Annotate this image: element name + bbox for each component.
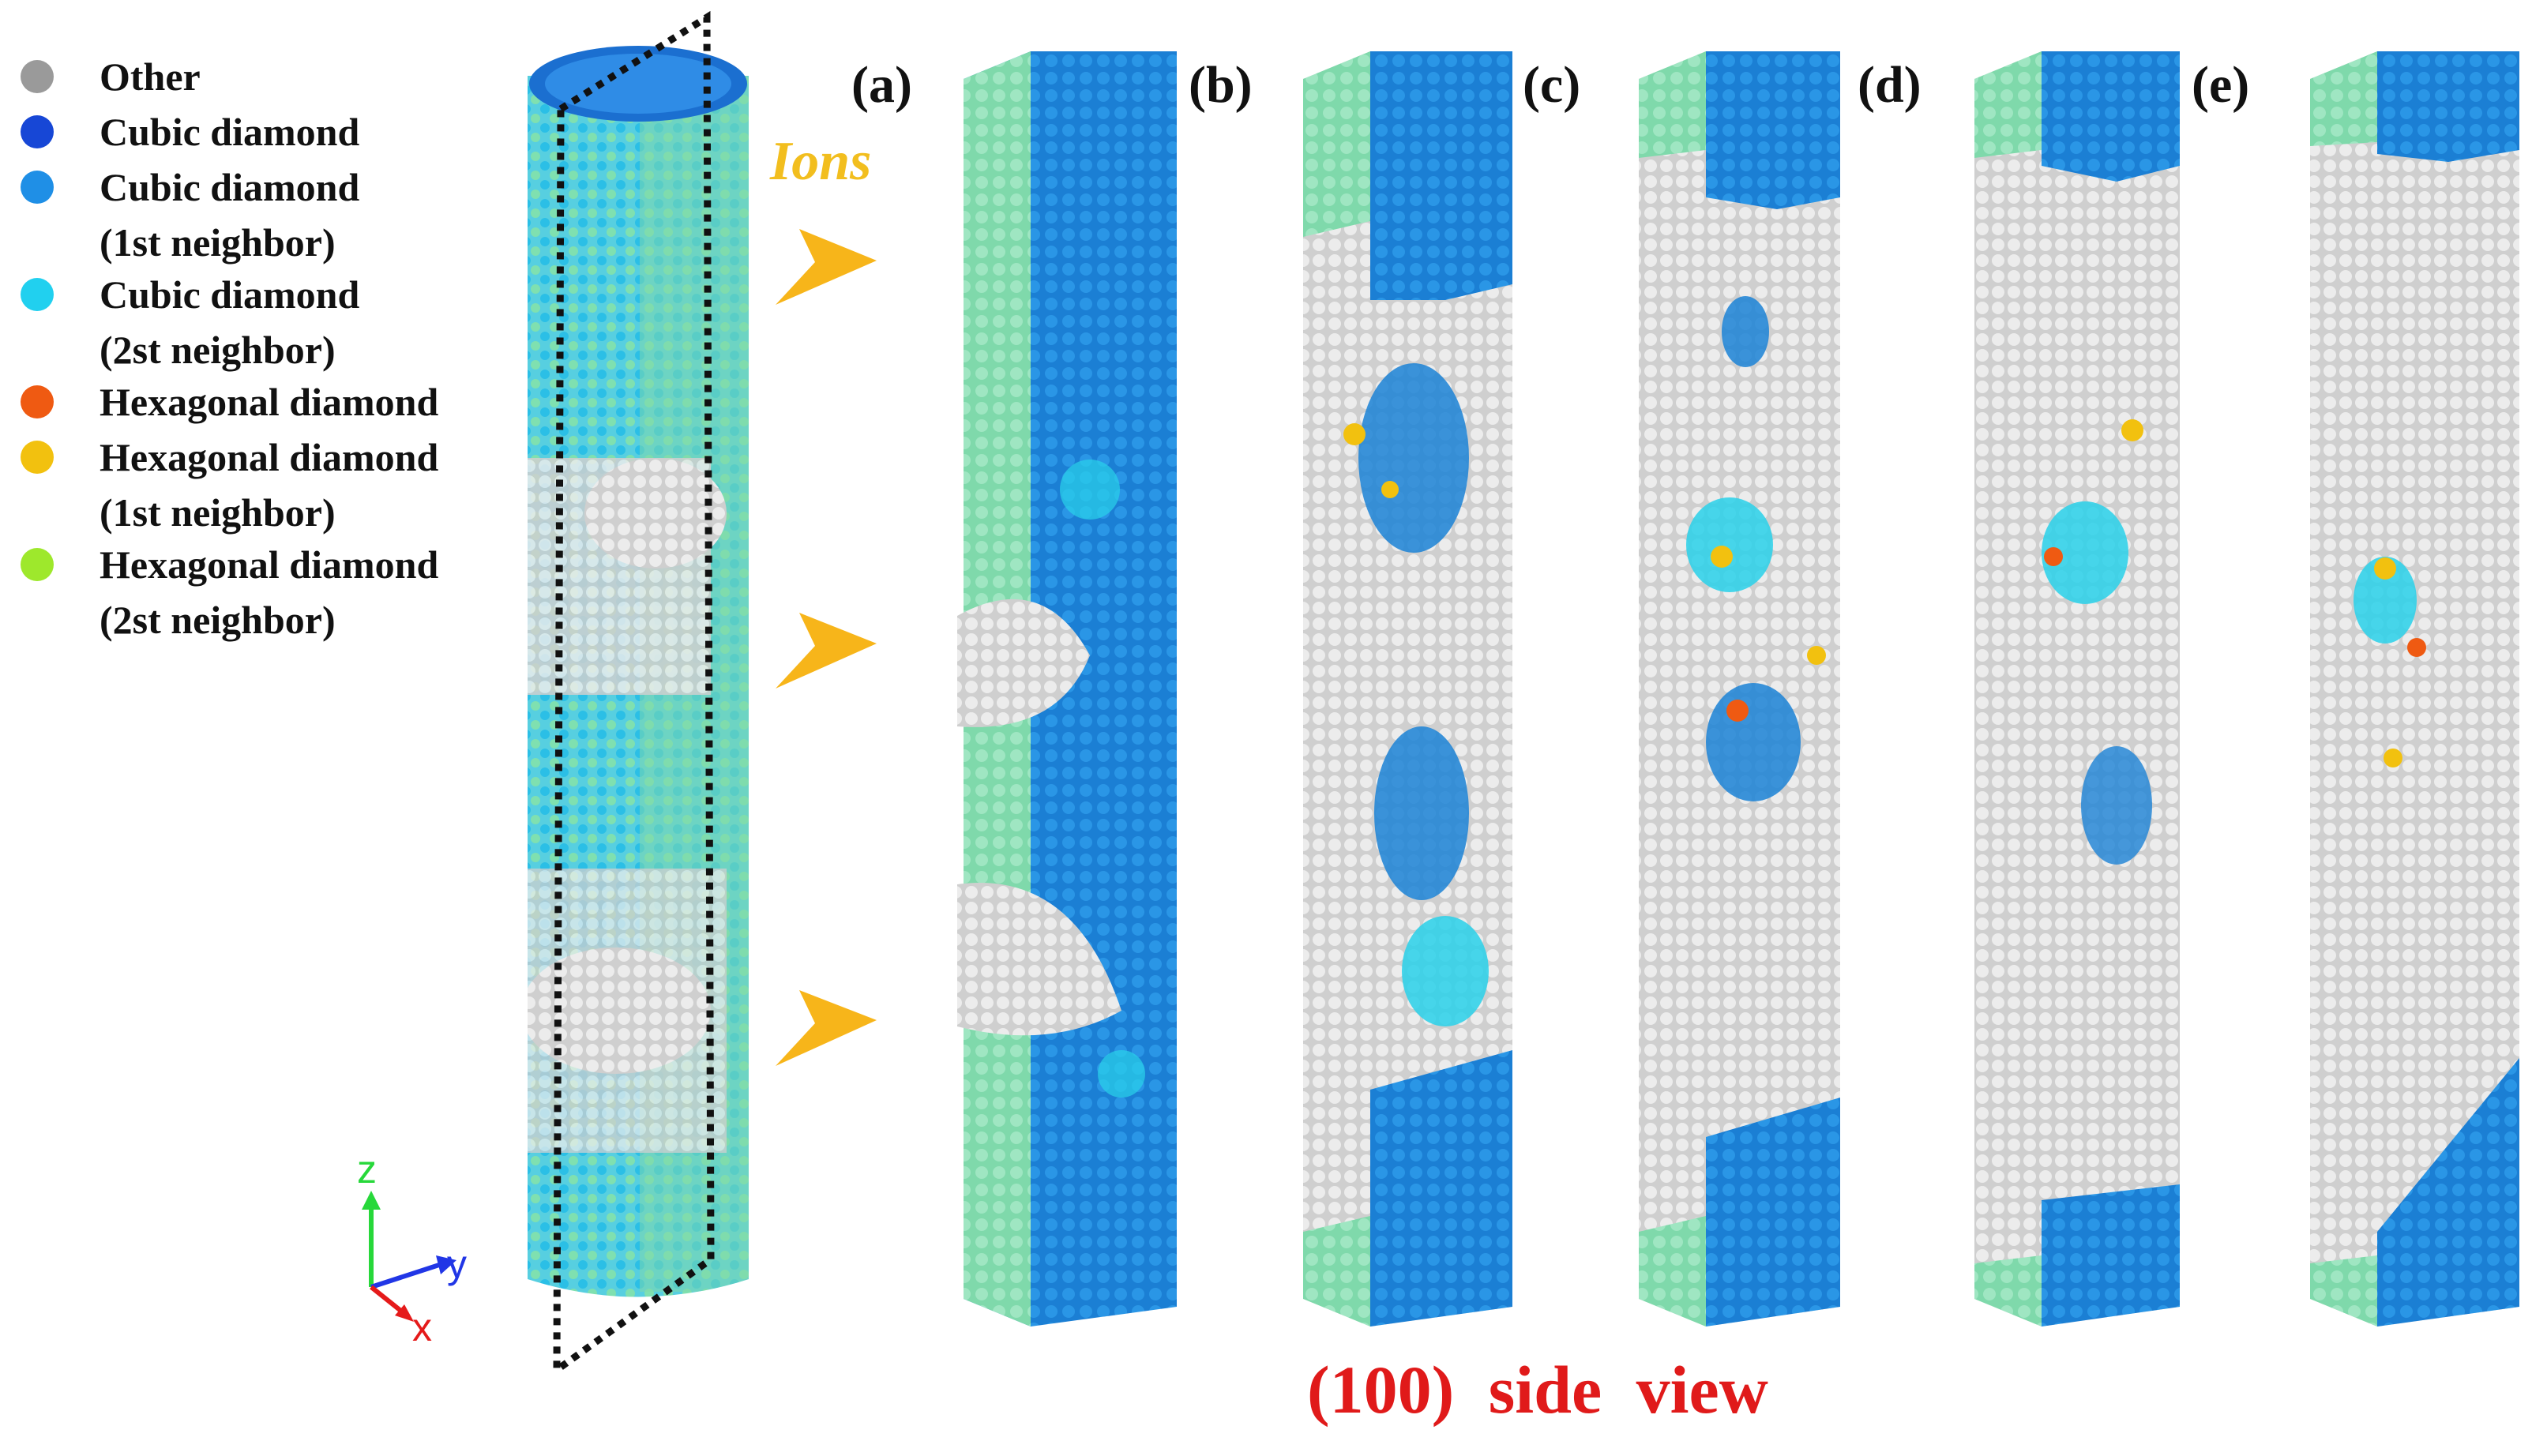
legend-sublabel: (1st neighbor) xyxy=(100,490,336,535)
legend-sublabel: (2st neighbor) xyxy=(100,598,336,642)
ion-arrow-icon xyxy=(776,613,877,689)
ions-label: Ions xyxy=(770,131,872,192)
panel-label-c: (c) xyxy=(1523,56,1581,114)
legend-swatch-hexagonal-diamond-2st xyxy=(21,548,54,581)
ion-arrow-icon xyxy=(776,229,877,305)
axis-label-x: x xyxy=(412,1305,432,1349)
legend-label: Cubic diamond xyxy=(100,110,360,154)
legend-label: Hexagonal diamond xyxy=(100,542,439,587)
ion-arrows xyxy=(776,229,877,1066)
legend-swatch-cubic-diamond-2st xyxy=(21,278,54,311)
slab-c-d xyxy=(1639,51,1840,1327)
ion-arrow-icon xyxy=(776,990,877,1066)
slab-e xyxy=(2310,51,2519,1327)
slab-a-b xyxy=(957,51,1177,1327)
slab-d-e xyxy=(1974,51,2180,1327)
panel-label-a: (a) xyxy=(851,56,912,114)
legend-swatch-hexagonal-diamond-1st xyxy=(21,441,54,474)
legend-swatch-other xyxy=(21,60,54,93)
legend-label: Other xyxy=(100,54,201,99)
cutting-plane xyxy=(553,10,715,1377)
legend-swatch-cubic-diamond-1st xyxy=(21,171,54,204)
legend-swatch-hexagonal-diamond xyxy=(21,385,54,418)
panel-label-b: (b) xyxy=(1189,56,1253,114)
legend-label: Hexagonal diamond xyxy=(100,380,439,424)
panel-label-d: (d) xyxy=(1858,56,1922,114)
slab-b-c xyxy=(1303,51,1512,1327)
legend-swatch-cubic-diamond xyxy=(21,115,54,148)
legend-sublabel: (2st neighbor) xyxy=(100,328,336,372)
caption: (100) side view xyxy=(1307,1352,1768,1428)
nanowire-cylinder xyxy=(528,46,749,1297)
axis-label-y: y xyxy=(447,1242,467,1286)
panel-label-e: (e) xyxy=(2192,56,2250,114)
legend-label: Hexagonal diamond xyxy=(100,435,439,479)
legend-sublabel: (1st neighbor) xyxy=(100,220,336,265)
legend-label: Cubic diamond xyxy=(100,272,360,317)
axis-label-z: z xyxy=(357,1147,377,1191)
legend-label: Cubic diamond xyxy=(100,165,360,209)
axis-triad xyxy=(362,1191,456,1322)
